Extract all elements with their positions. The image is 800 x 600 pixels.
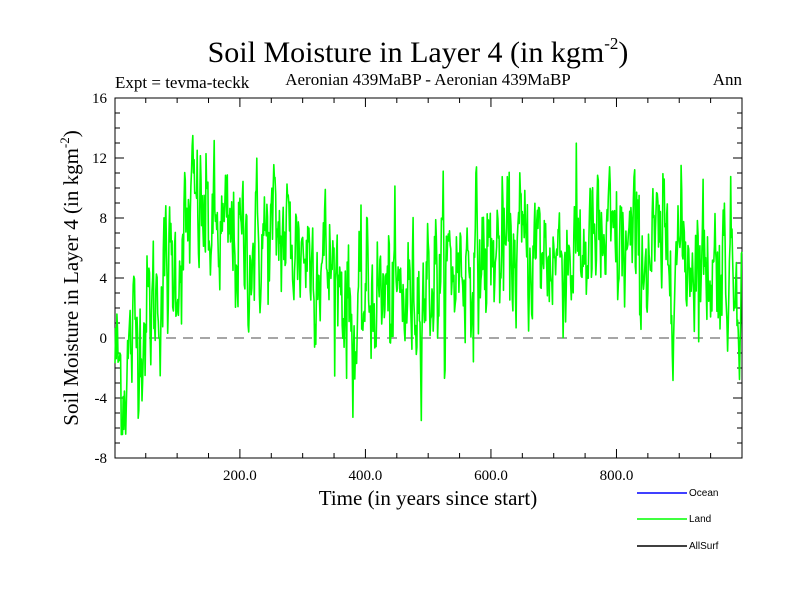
x-tick-label: 400.0 bbox=[349, 468, 383, 484]
x-tick-labels: 200.0 400.0 600.0 800.0 bbox=[223, 468, 633, 484]
chart-title-end: ) bbox=[618, 36, 628, 69]
x-tick-label: 200.0 bbox=[223, 468, 257, 484]
chart-title-sup: -2 bbox=[604, 34, 618, 53]
x-tick-label: 600.0 bbox=[474, 468, 508, 484]
legend: Ocean Land AllSurf bbox=[637, 488, 719, 552]
axis-ticks bbox=[115, 97, 743, 459]
season-label: Ann bbox=[713, 70, 743, 89]
x-tick-label: 800.0 bbox=[600, 468, 634, 484]
y-tick-labels: -8 -4 0 4 8 12 16 bbox=[92, 91, 108, 467]
y-axis-title: Soil Moisture in Layer 4 (in kgm-2) bbox=[57, 130, 83, 425]
chart-title-main: Soil Moisture in Layer 4 (in kgm bbox=[208, 36, 605, 69]
y-tick-label: 0 bbox=[100, 331, 108, 347]
y-tick-label: 4 bbox=[100, 271, 108, 287]
legend-label-allsurf: AllSurf bbox=[689, 541, 719, 552]
legend-label-land: Land bbox=[689, 514, 711, 525]
y-tick-label: -4 bbox=[95, 391, 108, 407]
legend-label-ocean: Ocean bbox=[689, 488, 718, 499]
experiment-label: Expt = tevma-teckk bbox=[115, 73, 250, 92]
y-tick-label: 12 bbox=[92, 151, 107, 167]
y-axis-title-main: Soil Moisture in Layer 4 (in kgm bbox=[59, 148, 83, 426]
x-axis-title: Time (in years since start) bbox=[319, 486, 538, 510]
y-tick-label: 8 bbox=[100, 211, 108, 227]
land-series-line bbox=[114, 134, 743, 436]
period-label: Aeronian 439MaBP - Aeronian 439MaBP bbox=[285, 70, 571, 89]
y-axis-title-end: ) bbox=[59, 130, 83, 137]
y-tick-label: 16 bbox=[92, 91, 108, 107]
y-tick-label: -8 bbox=[95, 451, 108, 467]
y-axis-title-sup: -2 bbox=[57, 137, 72, 148]
chart-title: Soil Moisture in Layer 4 (in kgm-2) bbox=[208, 34, 629, 69]
